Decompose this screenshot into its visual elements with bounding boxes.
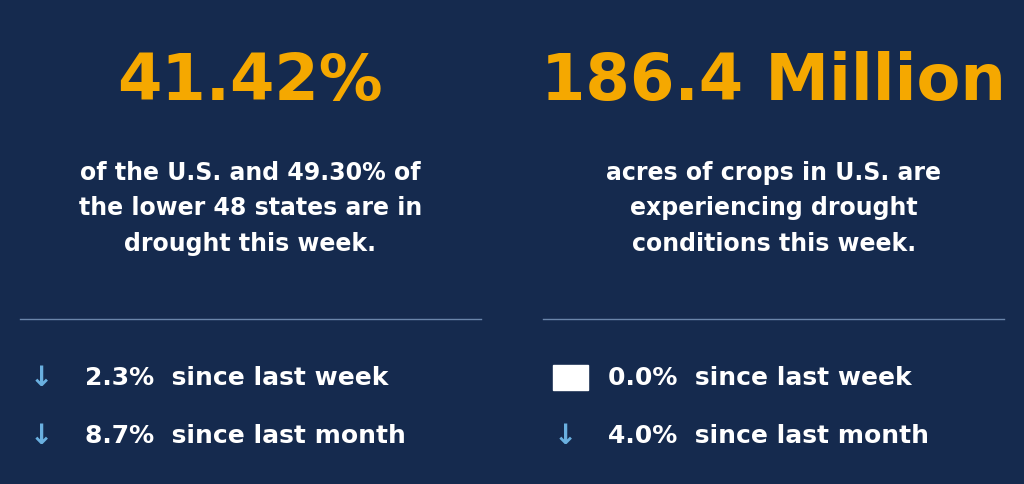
Text: ↓: ↓ [30, 363, 53, 392]
Text: ↓: ↓ [30, 422, 53, 450]
Text: 4.0%  since last month: 4.0% since last month [608, 424, 930, 448]
Text: 2.3%  since last week: 2.3% since last week [85, 365, 388, 390]
Text: 0.0%  since last week: 0.0% since last week [608, 365, 912, 390]
Text: 8.7%  since last month: 8.7% since last month [85, 424, 406, 448]
Text: —: — [558, 363, 586, 392]
Text: ↓: ↓ [553, 422, 577, 450]
Text: of the U.S. and 49.30% of
the lower 48 states are in
drought this week.: of the U.S. and 49.30% of the lower 48 s… [79, 161, 422, 256]
Text: 186.4 Million: 186.4 Million [542, 51, 1006, 113]
Text: acres of crops in U.S. are
experiencing drought
conditions this week.: acres of crops in U.S. are experiencing … [606, 161, 941, 256]
Text: 41.42%: 41.42% [118, 51, 383, 113]
FancyBboxPatch shape [553, 365, 589, 390]
